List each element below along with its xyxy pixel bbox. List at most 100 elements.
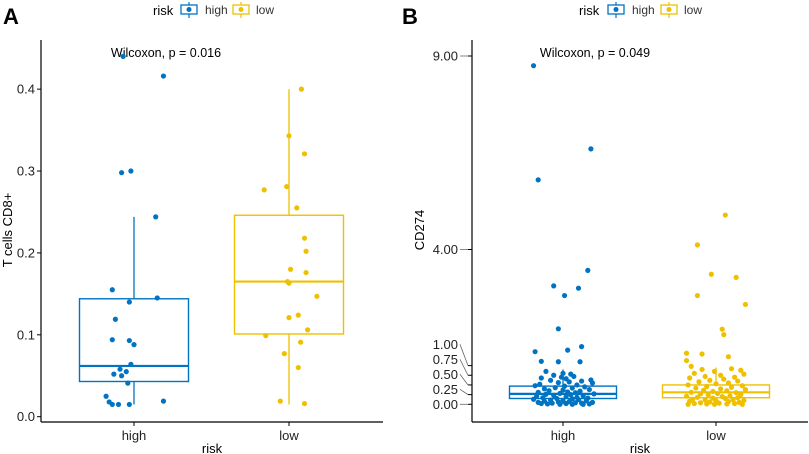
points-high <box>530 63 597 407</box>
panel-label: B <box>402 4 418 29</box>
data-point <box>563 393 569 400</box>
data-point <box>284 183 290 190</box>
data-point <box>301 151 308 157</box>
data-point <box>693 385 699 391</box>
y-tick-label: 1.00 <box>433 337 458 352</box>
y-tick-leader <box>459 388 469 395</box>
y-tick-label: 0.1 <box>17 327 35 342</box>
data-point <box>261 187 267 193</box>
data-point <box>714 390 721 397</box>
data-point <box>314 293 320 299</box>
y-tick-label: 0.00 <box>433 397 458 412</box>
data-point <box>683 393 690 399</box>
data-point <box>728 384 735 390</box>
data-point <box>582 384 588 390</box>
y-tick-label: 0.25 <box>433 382 458 397</box>
data-point <box>109 401 115 408</box>
data-point <box>535 177 541 183</box>
data-point <box>560 387 566 393</box>
data-point <box>303 248 309 254</box>
box-iqr <box>233 214 345 335</box>
data-point <box>111 371 117 377</box>
points-high <box>103 53 167 408</box>
data-point <box>742 386 749 393</box>
data-point <box>530 396 537 402</box>
data-point <box>298 86 304 92</box>
y-tick-label: 0.4 <box>17 82 35 97</box>
legend-label-high: high <box>205 3 228 17</box>
data-point <box>126 337 132 344</box>
data-point <box>683 357 690 364</box>
data-point <box>295 364 301 371</box>
data-point <box>286 280 292 286</box>
x-tick-label: low <box>279 428 299 443</box>
data-point <box>117 366 123 372</box>
panel-label: A <box>3 4 19 29</box>
data-point <box>685 382 691 388</box>
data-point <box>589 380 596 386</box>
data-point <box>555 380 561 386</box>
data-point <box>579 344 585 350</box>
y-axis-title: T cells CD8+ <box>0 193 15 268</box>
data-point <box>694 292 701 299</box>
legend-key-low <box>660 2 678 18</box>
data-point <box>585 267 591 273</box>
data-point <box>112 316 118 322</box>
x-tick-label: high <box>551 428 576 443</box>
data-point <box>733 390 739 396</box>
data-point <box>128 361 134 367</box>
data-point <box>577 388 583 394</box>
legend-key-low <box>232 2 250 18</box>
y-tick-label: 0.50 <box>433 367 458 382</box>
data-point <box>541 386 548 392</box>
x-tick-label: high <box>122 428 147 443</box>
data-point <box>126 401 132 408</box>
data-point <box>738 367 744 373</box>
data-point <box>722 212 728 218</box>
data-point <box>711 401 718 407</box>
data-point <box>735 378 741 384</box>
data-point <box>109 337 115 343</box>
data-point <box>705 392 711 398</box>
x-axis-title: risk <box>630 441 651 454</box>
data-point <box>741 371 747 377</box>
data-point <box>538 358 544 364</box>
data-point <box>123 369 129 375</box>
legend-title: risk <box>579 3 600 18</box>
data-point <box>725 380 732 386</box>
data-point <box>571 373 577 380</box>
data-point <box>574 382 580 388</box>
legend-key-point <box>186 7 192 12</box>
data-point <box>551 283 557 289</box>
data-point <box>301 235 308 241</box>
data-point <box>555 326 561 332</box>
legend-title: risk <box>153 3 174 18</box>
data-point <box>572 390 579 396</box>
data-point <box>566 379 572 385</box>
data-point <box>579 378 585 384</box>
data-point <box>120 53 126 59</box>
data-point <box>704 401 710 407</box>
legend-label-low: low <box>684 3 702 17</box>
data-point <box>295 312 301 318</box>
boxplot-high <box>78 216 190 405</box>
points-low <box>261 86 320 407</box>
data-point <box>725 354 732 360</box>
data-point <box>719 326 725 332</box>
data-point <box>577 359 583 365</box>
data-point <box>728 366 735 372</box>
data-point <box>735 395 741 401</box>
legend-label-low: low <box>256 3 274 17</box>
data-point <box>694 242 701 248</box>
data-point <box>701 387 707 393</box>
data-point <box>530 63 537 69</box>
wilcoxon-annotation: Wilcoxon, p = 0.016 <box>111 46 221 60</box>
legend-key-point <box>613 7 619 12</box>
data-point <box>721 332 727 338</box>
data-point <box>697 391 704 397</box>
data-point <box>739 401 745 407</box>
data-point <box>131 342 137 348</box>
